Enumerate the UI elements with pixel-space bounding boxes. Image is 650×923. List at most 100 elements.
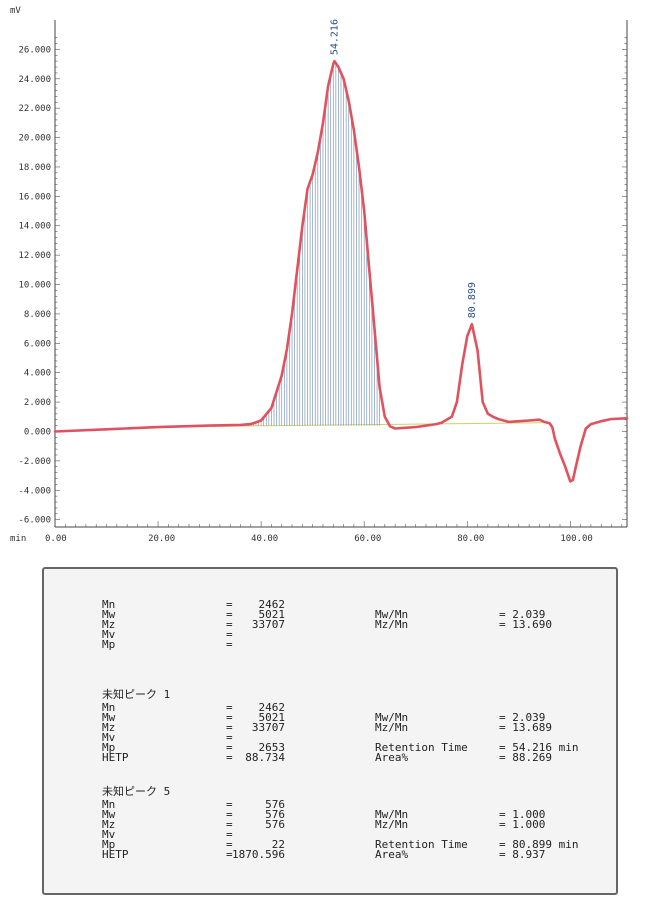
result-value: 5021 <box>258 711 286 724</box>
results-panel: Mn = 2462 Mw = 5021 Mz = 33707 Mv = Mp = Mw/Mn = 2.039… <box>42 567 618 895</box>
integration-hatch <box>209 63 550 427</box>
result-key: Mz <box>102 618 116 631</box>
equals-sign: = <box>226 701 233 714</box>
x-tick-label: 40.00 <box>251 534 278 544</box>
y-tick-label: 16.000 <box>18 192 51 202</box>
result-value: 2462 <box>258 701 286 714</box>
series-layer <box>53 59 629 483</box>
y-tick-label: 8.000 <box>24 310 51 320</box>
equals-sign: = <box>226 608 233 621</box>
equals-sign: = <box>226 731 233 744</box>
ratio-key: Mz/Mn <box>375 818 409 831</box>
result-key: Mv <box>102 731 116 744</box>
x-unit-label: min <box>10 534 26 544</box>
peak-label: 54.216 <box>329 19 340 55</box>
equals-sign: = <box>226 838 233 851</box>
equals-sign: = <box>226 628 233 641</box>
equals-sign: = <box>226 798 233 811</box>
y-tick-label: 20.000 <box>18 134 51 144</box>
equals-sign: = <box>226 721 233 734</box>
ratio-key: Area% <box>375 751 409 764</box>
y-tick-label: 6.000 <box>24 339 51 349</box>
ratio-key: Retention Time <box>375 838 468 851</box>
ratio-value: = 88.269 <box>499 751 552 764</box>
y-tick-label: 24.000 <box>18 75 51 85</box>
equals-sign: = <box>226 741 233 754</box>
ratio-value: = 54.216 min <box>499 741 579 754</box>
tick-labels: mV min -6.000 -4.000 -2.000 0.000 2.000 4.000 6.… <box>10 6 593 544</box>
section-title: 未知ピーク 1 <box>102 688 171 701</box>
result-value: 2462 <box>258 598 286 611</box>
equals-sign: = <box>226 818 233 831</box>
result-key: Mp <box>102 638 116 651</box>
result-value: 33707 <box>251 721 285 734</box>
ratio-value: = 13.690 <box>499 618 552 631</box>
result-key: HETP <box>102 751 129 764</box>
x-tick-label: 80.00 <box>457 534 484 544</box>
result-key: Mp <box>102 838 116 851</box>
result-key: Mz <box>102 721 116 734</box>
y-tick-label: -2.000 <box>18 457 51 467</box>
ratio-key: Mz/Mn <box>375 721 409 734</box>
result-key: Mw <box>102 608 116 621</box>
y-tick-label: 12.000 <box>18 251 51 261</box>
y-unit-label: mV <box>10 6 21 16</box>
result-key: Mn <box>102 598 116 611</box>
ratio-value: = 8.937 <box>499 848 546 861</box>
y-tick-label: 14.000 <box>18 222 51 232</box>
y-tick-label: 18.000 <box>18 163 51 173</box>
equals-sign: = <box>226 638 233 651</box>
result-key: Mw <box>102 808 116 821</box>
ratio-key: Area% <box>375 848 409 861</box>
axes <box>54 20 628 528</box>
result-key: Mz <box>102 818 116 831</box>
result-key: Mv <box>102 628 116 641</box>
result-value: 33707 <box>251 618 285 631</box>
peak-labels: 54.216 80.899 <box>329 19 478 318</box>
equals-sign: = <box>226 711 233 724</box>
chromatogram-chart: mV min -6.000 -4.000 -2.000 0.000 2.000 4.000 6.… <box>10 6 629 544</box>
ratio-value: = 1.000 <box>499 808 546 821</box>
ratio-value: = 13.689 <box>499 721 552 734</box>
result-key: Mn <box>102 701 116 714</box>
y-tick-label: 10.000 <box>18 281 51 291</box>
result-key: Mp <box>102 741 116 754</box>
ratio-key: Retention Time <box>375 741 468 754</box>
result-value: 2653 <box>258 741 286 754</box>
ratio-key: Mw/Mn <box>375 711 409 724</box>
result-value: 576 <box>265 808 285 821</box>
ratio-value: = 80.899 min <box>499 838 579 851</box>
x-tick-label: 20.00 <box>148 534 175 544</box>
section-title: 未知ピーク 5 <box>102 785 171 798</box>
chromatogram-line <box>53 59 629 483</box>
ratio-value: = 2.039 <box>499 608 546 621</box>
result-key: Mw <box>102 711 116 724</box>
result-value: 576 <box>265 798 285 811</box>
y-tick-label: 0.000 <box>24 427 51 437</box>
result-value: 88.734 <box>245 751 285 764</box>
result-key: Mv <box>102 828 116 841</box>
y-tick-label: -6.000 <box>18 516 51 526</box>
result-value: 1870.596 <box>232 848 285 861</box>
equals-sign: = <box>226 618 233 631</box>
y-tick-label: 26.000 <box>18 45 51 55</box>
equals-sign: = <box>226 848 233 861</box>
y-tick-label: 4.000 <box>24 369 51 379</box>
x-tick-label: 60.00 <box>354 534 381 544</box>
y-tick-label: 22.000 <box>18 104 51 114</box>
result-value: 576 <box>265 818 285 831</box>
result-key: Mn <box>102 798 116 811</box>
ratio-value: = 2.039 <box>499 711 546 724</box>
peak-label: 80.899 <box>467 282 478 318</box>
result-value: 5021 <box>258 608 286 621</box>
x-tick-label: 0.00 <box>45 534 67 544</box>
ratio-value: = 1.000 <box>499 818 546 831</box>
ratio-key: Mw/Mn <box>375 608 409 621</box>
y-tick-label: 2.000 <box>24 398 51 408</box>
ratio-key: Mw/Mn <box>375 808 409 821</box>
equals-sign: = <box>226 598 233 611</box>
equals-sign: = <box>226 751 233 764</box>
result-key: HETP <box>102 848 129 861</box>
equals-sign: = <box>226 808 233 821</box>
y-tick-label: -4.000 <box>18 486 51 496</box>
